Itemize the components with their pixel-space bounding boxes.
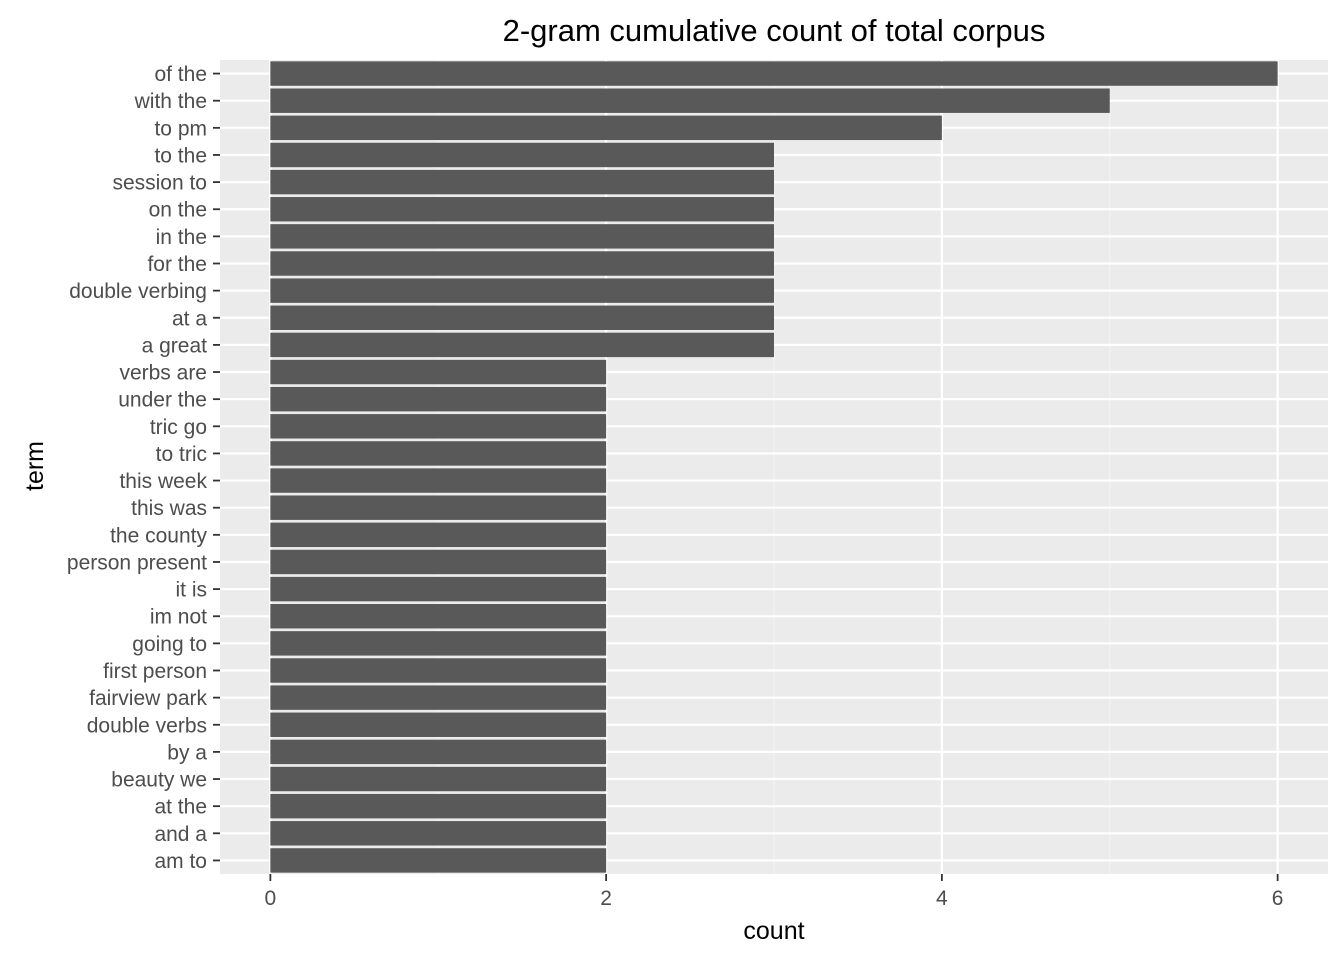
bar: [270, 495, 607, 520]
y-tick-label: double verbing: [69, 280, 207, 303]
y-tick-label: to pm: [154, 117, 207, 140]
y-tick-label: the county: [110, 524, 207, 547]
bar: [270, 224, 774, 249]
bar: [270, 658, 607, 683]
y-tick-label: at the: [154, 796, 207, 819]
bar: [270, 61, 1278, 86]
y-tick-label: by a: [167, 741, 207, 764]
y-tick-label: tric go: [150, 416, 207, 439]
bar: [270, 251, 774, 276]
bar: [270, 386, 607, 412]
bar: [270, 305, 774, 330]
bar: [270, 278, 774, 303]
y-tick-label: at a: [172, 307, 207, 330]
y-tick-label: session to: [112, 172, 207, 195]
x-tick-label: 6: [1272, 887, 1284, 910]
y-tick-label: to the: [154, 144, 207, 167]
y-tick-label: a great: [142, 334, 208, 357]
bar: [270, 359, 607, 385]
bar: [270, 848, 607, 873]
y-tick-label: am to: [154, 850, 207, 873]
bar: [270, 576, 607, 602]
y-axis-title: term: [21, 441, 49, 491]
bar: [270, 169, 774, 195]
y-tick-label: this week: [119, 470, 207, 493]
bar: [270, 115, 942, 141]
y-tick-label: fairview park: [89, 687, 207, 710]
y-tick-label: verbs are: [119, 362, 207, 385]
y-tick-label: first person: [103, 660, 207, 683]
y-tick-label: in the: [156, 226, 207, 249]
bar: [270, 712, 607, 737]
bar: [270, 414, 607, 439]
bar: [270, 631, 607, 656]
bar: [270, 549, 607, 575]
y-tick-label: going to: [132, 633, 207, 656]
y-axis: of the with the to pm to the session to on th…: [67, 63, 220, 873]
x-axis: 0 2 4 6: [265, 874, 1284, 910]
bar: [270, 441, 607, 466]
y-tick-label: for the: [147, 253, 207, 276]
bar: [270, 332, 774, 358]
bar: [270, 197, 774, 222]
y-tick-label: and a: [154, 823, 207, 846]
bar: [270, 766, 607, 792]
y-tick-label: on the: [149, 199, 207, 222]
bar: [270, 685, 607, 710]
y-tick-label: im not: [150, 606, 207, 629]
y-tick-label: under the: [118, 389, 207, 412]
y-tick-label: double verbs: [87, 714, 207, 737]
y-tick-label: to tric: [156, 443, 207, 466]
bar: [270, 88, 1110, 113]
bar: [270, 522, 607, 548]
bar: [270, 604, 607, 629]
bar: [270, 142, 774, 168]
x-tick-label: 2: [600, 887, 612, 910]
x-axis-title: count: [743, 917, 804, 945]
y-tick-label: it is: [176, 579, 208, 602]
bar: [270, 739, 607, 765]
y-tick-label: of the: [154, 63, 207, 86]
bars: [270, 61, 1278, 873]
y-tick-label: beauty we: [111, 769, 207, 792]
bar: [270, 468, 607, 493]
y-tick-label: with the: [134, 90, 207, 113]
bar: [270, 821, 607, 846]
bar: [270, 793, 607, 819]
y-tick-label: this was: [131, 497, 207, 520]
x-tick-label: 0: [265, 887, 277, 910]
x-tick-label: 4: [936, 887, 948, 910]
chart-title: 2-gram cumulative count of total corpus: [503, 13, 1046, 48]
y-tick-label: person present: [67, 551, 207, 574]
